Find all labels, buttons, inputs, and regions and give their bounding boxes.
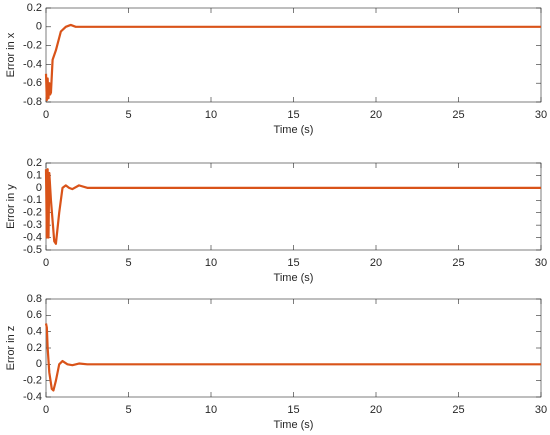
x-tick-label: 20	[370, 109, 382, 121]
y-axis-label: Error in x	[5, 32, 17, 77]
y-tick-label: -0.3	[23, 219, 42, 231]
data-line	[44, 323, 541, 392]
x-axis-label: Time (s)	[274, 419, 314, 431]
data-line	[44, 168, 541, 245]
y-axis-label: Error in y	[5, 184, 17, 229]
x-tick-label: 25	[452, 404, 464, 416]
y-tick-label: -0.4	[23, 231, 42, 243]
y-tick-label: -0.6	[23, 77, 42, 89]
y-tick-label: -0.1	[23, 194, 42, 206]
x-tick-label: 15	[287, 404, 299, 416]
x-tick-label: 15	[287, 257, 299, 269]
x-tick-label: 5	[125, 257, 131, 269]
y-tick-label: -0.8	[23, 96, 42, 108]
y-tick-label: 0.2	[27, 2, 42, 14]
x-tick-label: 0	[43, 257, 49, 269]
x-tick-label: 0	[43, 404, 49, 416]
y-tick-label: 0.6	[27, 309, 42, 321]
x-tick-label: 10	[205, 404, 217, 416]
x-tick-label: 5	[125, 109, 131, 121]
x-tick-label: 5	[125, 404, 131, 416]
y-tick-label: -0.2	[23, 375, 42, 387]
y-tick-label: 0.2	[27, 342, 42, 354]
x-tick-label: 30	[535, 257, 547, 269]
y-tick-label: -0.2	[23, 40, 42, 52]
y-tick-label: 0.1	[27, 169, 42, 181]
x-tick-label: 25	[452, 257, 464, 269]
x-tick-label: 0	[43, 109, 49, 121]
y-tick-label: 0.4	[27, 326, 42, 338]
x-tick-label: 10	[205, 109, 217, 121]
y-tick-label: -0.5	[23, 244, 42, 256]
x-tick-label: 30	[535, 109, 547, 121]
y-tick-label: -0.2	[23, 207, 42, 219]
y-tick-label: 0	[36, 21, 42, 33]
y-tick-label: 0.8	[27, 293, 42, 305]
y-tick-label: 0	[36, 358, 42, 370]
x-tick-label: 20	[370, 257, 382, 269]
y-tick-label: -0.4	[23, 391, 42, 403]
data-line	[44, 23, 541, 102]
x-tick-label: 25	[452, 109, 464, 121]
y-axis-label: Error in z	[5, 326, 17, 371]
x-tick-label: 10	[205, 257, 217, 269]
x-axis-label: Time (s)	[274, 124, 314, 136]
x-tick-label: 30	[535, 404, 547, 416]
axes-box	[45, 162, 542, 251]
axes-box	[45, 298, 542, 398]
axes-box	[45, 7, 542, 103]
x-axis-label: Time (s)	[274, 272, 314, 284]
x-tick-label: 20	[370, 404, 382, 416]
x-tick-label: 15	[287, 109, 299, 121]
y-tick-label: -0.4	[23, 58, 42, 70]
y-tick-label: 0	[36, 182, 42, 194]
y-tick-label: 0.2	[27, 157, 42, 169]
